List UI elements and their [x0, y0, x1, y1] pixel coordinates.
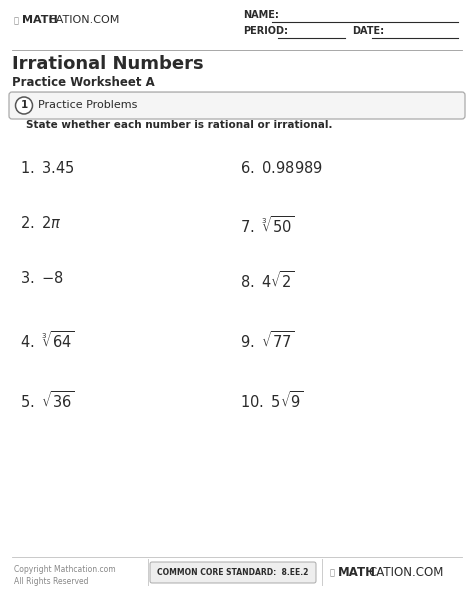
Text: $6.\ 0.98989$: $6.\ 0.98989$ [240, 160, 323, 176]
Text: CATION.COM: CATION.COM [48, 15, 119, 25]
Circle shape [16, 97, 33, 114]
Text: ⚺: ⚺ [330, 568, 335, 577]
Text: $2.\ 2\pi$: $2.\ 2\pi$ [20, 215, 62, 231]
FancyBboxPatch shape [150, 562, 316, 583]
Text: MATH: MATH [22, 15, 58, 25]
Text: $4.\ \sqrt[3]{64}$: $4.\ \sqrt[3]{64}$ [20, 330, 75, 351]
Text: $8.\ 4\sqrt{2}$: $8.\ 4\sqrt{2}$ [240, 270, 295, 291]
Text: NAME:: NAME: [243, 10, 279, 20]
Text: Practice Problems: Practice Problems [38, 100, 137, 110]
Text: 1: 1 [20, 101, 27, 110]
Text: Irrational Numbers: Irrational Numbers [12, 55, 204, 73]
Text: CATION.COM: CATION.COM [368, 566, 443, 579]
Text: State whether each number is rational or irrational.: State whether each number is rational or… [26, 120, 332, 130]
Text: COMMON CORE STANDARD:  8.EE.2: COMMON CORE STANDARD: 8.EE.2 [157, 568, 309, 577]
Text: PERIOD:: PERIOD: [243, 26, 288, 36]
Text: Copyright Mathcation.com
All Rights Reserved: Copyright Mathcation.com All Rights Rese… [14, 565, 116, 587]
Text: MATH: MATH [338, 566, 376, 579]
Text: $3.\ \mathrm{-8}$: $3.\ \mathrm{-8}$ [20, 270, 64, 286]
Text: ⚺: ⚺ [14, 16, 19, 25]
FancyBboxPatch shape [9, 92, 465, 119]
Text: $9.\ \sqrt{77}$: $9.\ \sqrt{77}$ [240, 330, 294, 351]
Text: $5.\ \sqrt{36}$: $5.\ \sqrt{36}$ [20, 390, 75, 411]
Text: DATE:: DATE: [352, 26, 384, 36]
Text: $1.\ 3.45$: $1.\ 3.45$ [20, 160, 75, 176]
Text: $10.\ 5\sqrt{9}$: $10.\ 5\sqrt{9}$ [240, 390, 304, 411]
Text: $7.\ \sqrt[3]{50}$: $7.\ \sqrt[3]{50}$ [240, 215, 295, 236]
Text: Practice Worksheet A: Practice Worksheet A [12, 76, 155, 89]
